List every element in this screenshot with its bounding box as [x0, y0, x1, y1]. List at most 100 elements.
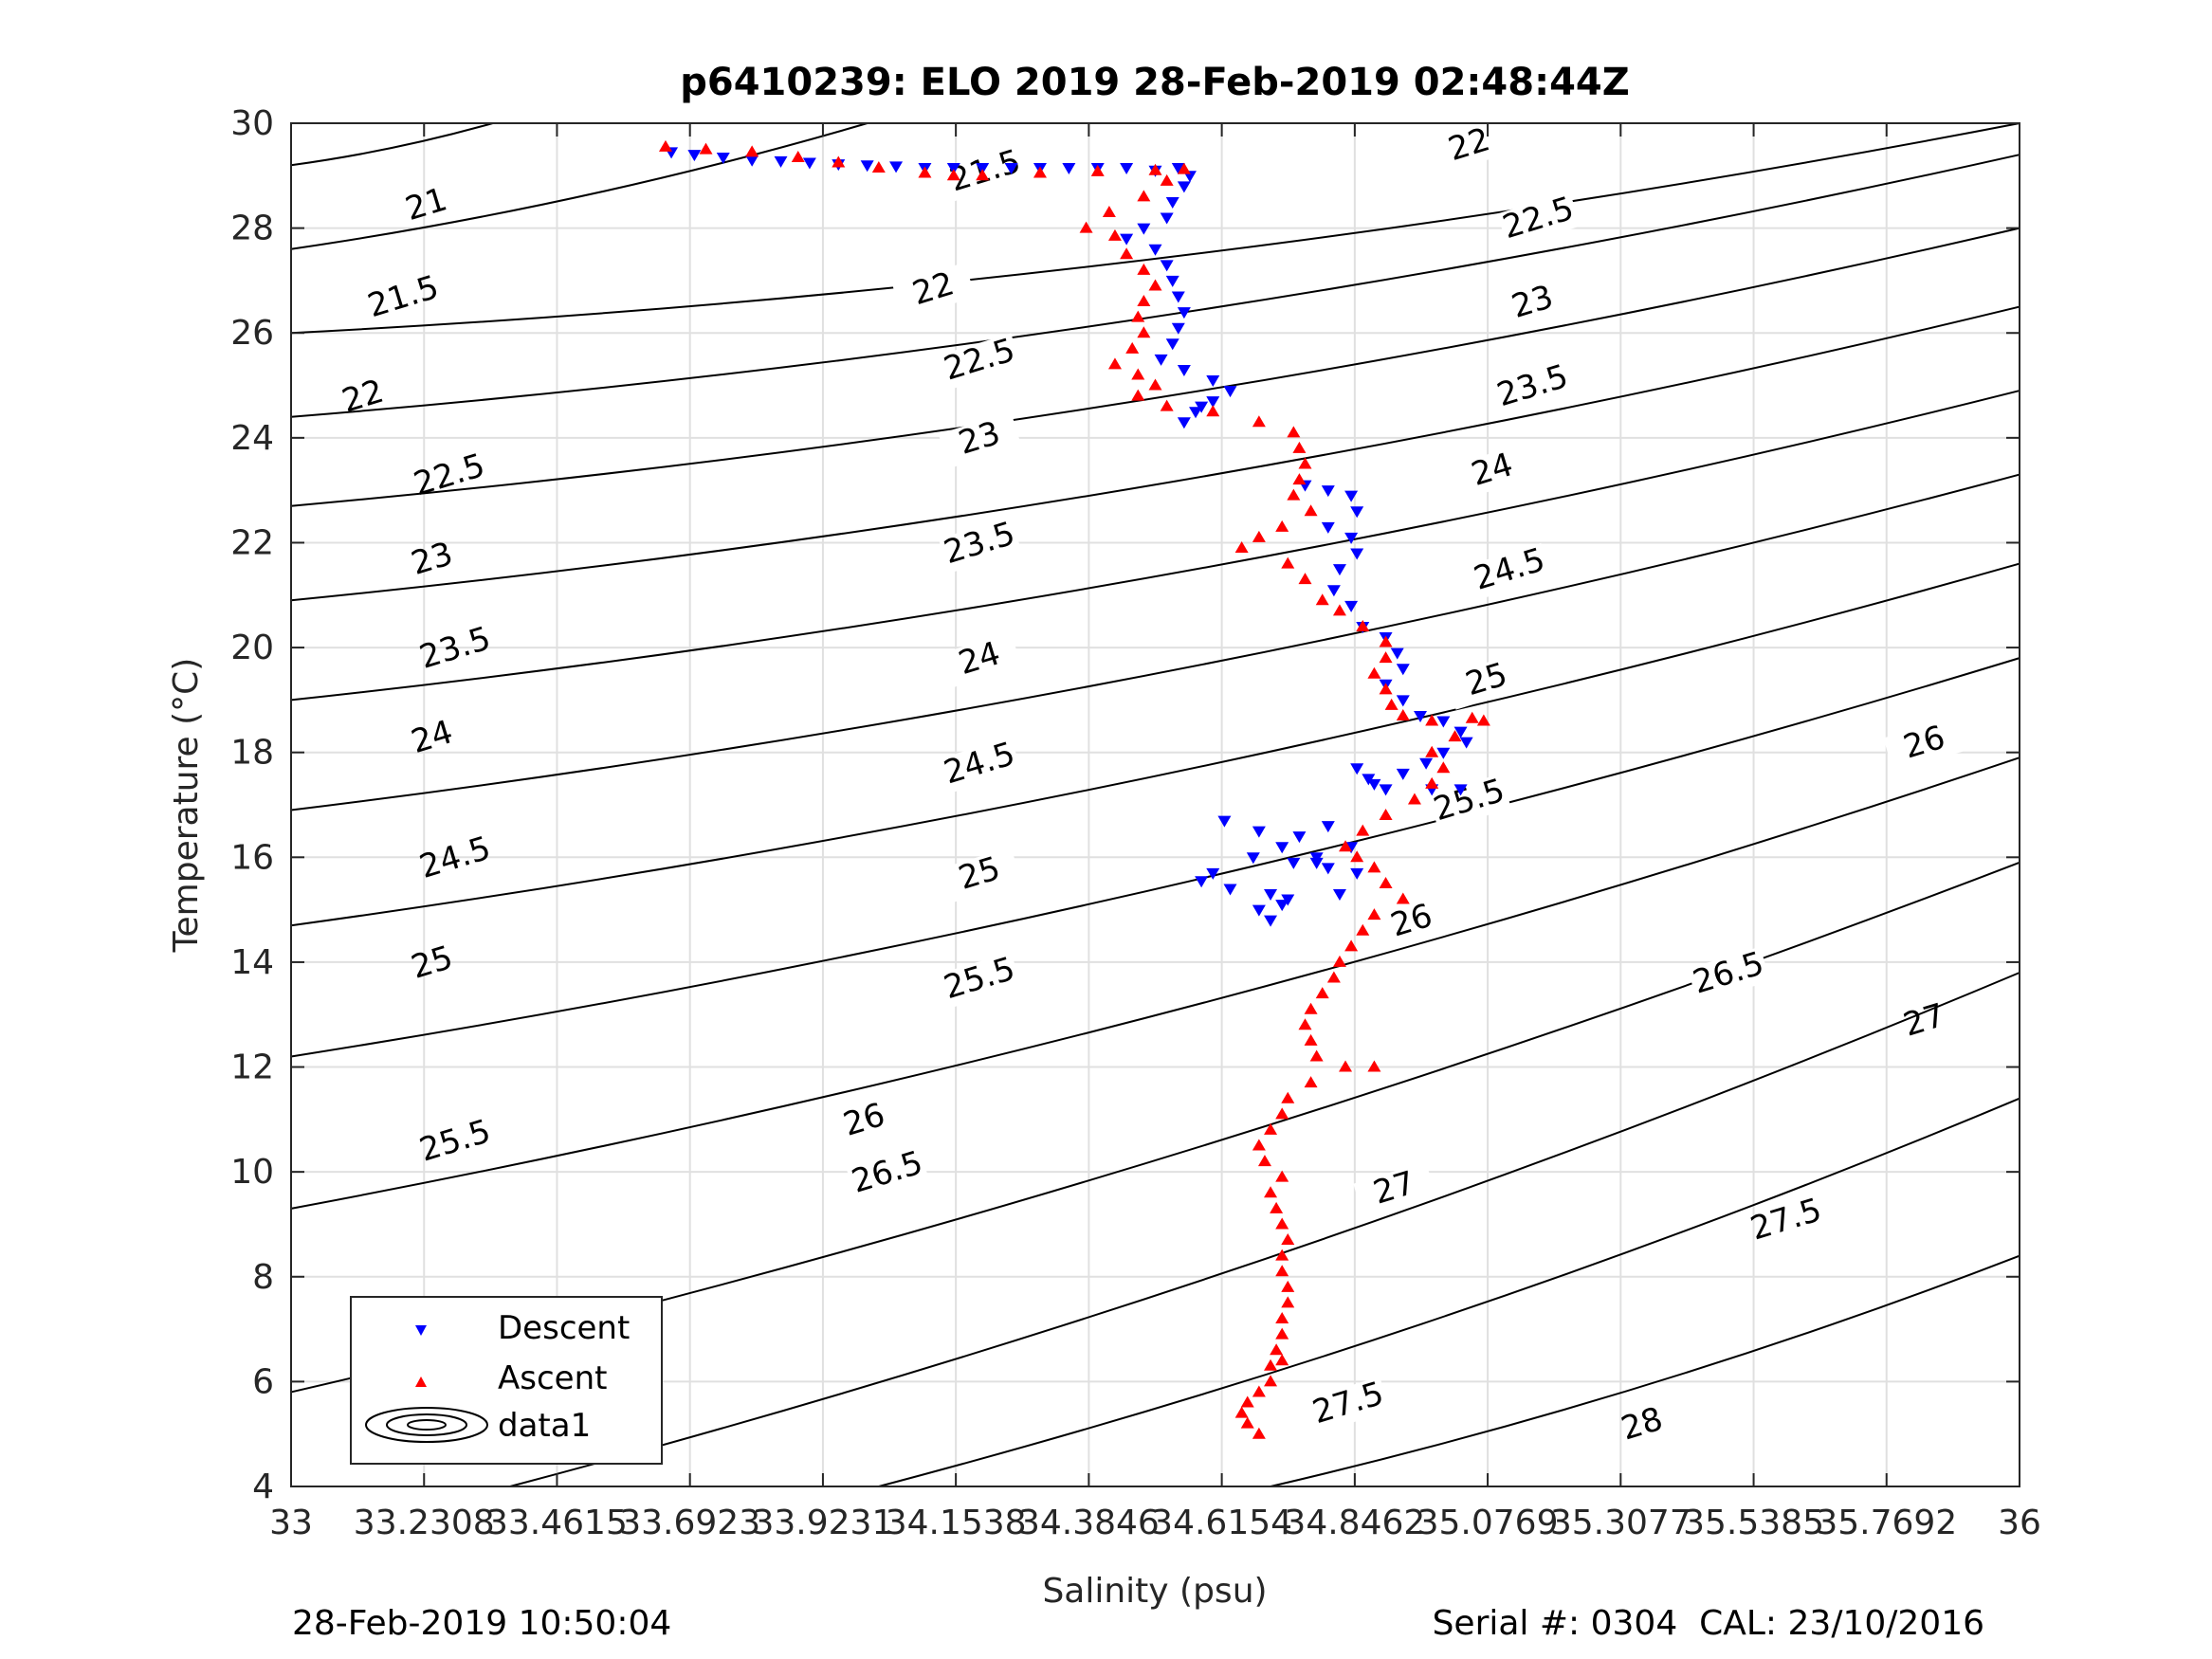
ascent-point — [1304, 1076, 1318, 1088]
y-tick-label: 12 — [230, 1048, 274, 1087]
ascent-point — [1379, 635, 1393, 647]
contour-line-28 — [1270, 1254, 2020, 1487]
ascent-point — [1339, 840, 1353, 852]
ascent-point — [1079, 221, 1093, 233]
contour-label-bg — [1468, 542, 1552, 600]
descent-point — [1321, 821, 1335, 833]
ascent-point — [1090, 164, 1105, 176]
contour-line-25 — [290, 562, 2020, 927]
ascent-point — [1332, 604, 1346, 616]
ascent-point — [1125, 341, 1140, 354]
contour-label-bg — [1491, 275, 1575, 333]
ascent-point — [1292, 473, 1307, 485]
x-tick-label: 33.2308 — [354, 1504, 495, 1542]
ascent-point — [1425, 776, 1439, 789]
x-tick-label: 35.7692 — [1816, 1504, 1957, 1542]
footer-serial-cal: Serial #: 0304 CAL: 23/10/2016 — [1432, 1604, 1984, 1643]
ascent-point — [1356, 619, 1370, 631]
descent-point — [1171, 163, 1185, 175]
descent-point — [1171, 322, 1185, 335]
descent-point — [1171, 291, 1185, 303]
ascent-point — [1033, 166, 1047, 178]
contour-label-bg — [846, 1145, 930, 1203]
contour-label-bg — [1883, 716, 1966, 773]
ascent-point — [1281, 556, 1295, 569]
legend-contour-marker — [365, 1407, 488, 1443]
ascent-point — [1356, 824, 1370, 836]
y-tick-label: 22 — [230, 523, 274, 562]
descent-point — [1189, 407, 1203, 419]
descent-point — [1344, 490, 1359, 502]
descent-point — [976, 163, 990, 175]
y-tick-label: 8 — [252, 1258, 274, 1297]
ascent-point — [1332, 955, 1346, 967]
ascent-point — [1275, 1265, 1289, 1277]
ascent-point — [1270, 1201, 1284, 1213]
ascent-point — [1252, 415, 1266, 428]
descent-point — [1344, 600, 1359, 612]
contour-label-bg — [938, 737, 1022, 794]
ascent-point — [1379, 809, 1393, 821]
ascent-point — [1160, 173, 1174, 186]
descent-point — [1292, 831, 1307, 844]
descent-point — [1390, 647, 1404, 660]
x-tick-label: 34.8462 — [1284, 1504, 1425, 1542]
ascent-point — [1339, 1060, 1353, 1072]
descent-point — [1436, 716, 1451, 728]
descent-point — [860, 160, 874, 173]
descent-point — [1177, 364, 1191, 376]
contour-label-bg — [938, 847, 1022, 904]
descent-point — [802, 157, 816, 170]
x-tick-label: 33 — [269, 1504, 313, 1542]
descent-point — [687, 150, 702, 162]
contour-label-bg — [1428, 774, 1511, 830]
ascent-point — [1148, 279, 1162, 291]
descent-point — [1344, 532, 1359, 544]
footer-timestamp: 28-Feb-2019 10:50:04 — [292, 1604, 672, 1643]
descent-point — [1252, 904, 1266, 917]
ascent-point — [976, 169, 990, 181]
descent-point — [1223, 884, 1237, 896]
descent-point — [1195, 876, 1209, 888]
y-tick-label: 6 — [252, 1362, 274, 1401]
ascent-point — [1396, 892, 1410, 904]
ascent-point — [1367, 908, 1381, 921]
descent-point — [1246, 852, 1260, 865]
ascent-point — [1407, 793, 1421, 805]
descent-point — [1326, 585, 1341, 597]
ascent-point — [1379, 683, 1393, 695]
contour-label-bg — [938, 631, 1022, 689]
contour-label-bg — [1445, 652, 1529, 710]
descent-point — [946, 163, 960, 175]
x-tick-label: 35.5385 — [1683, 1504, 1824, 1542]
grid — [291, 123, 2020, 1486]
contour-label-bg — [1451, 443, 1535, 501]
axes-box — [290, 122, 2020, 1487]
descent-point — [1287, 857, 1301, 869]
descent-point — [889, 161, 904, 173]
contour-label-bg — [1353, 1161, 1436, 1219]
descent-point — [1332, 889, 1346, 902]
ascent-point — [791, 150, 805, 162]
ascent-point — [871, 161, 886, 173]
contour-label-bg — [1497, 191, 1581, 248]
descent-point — [1414, 710, 1428, 722]
ascent-point — [946, 169, 960, 181]
legend-descent-label: Descent — [498, 1309, 630, 1347]
descent-point — [1350, 506, 1364, 519]
ascent-point — [1298, 1018, 1312, 1030]
y-tick-label: 30 — [230, 104, 274, 143]
ascent-point — [1281, 1296, 1295, 1308]
ascent-point — [1287, 488, 1301, 501]
ascent-point — [1160, 399, 1174, 411]
ascent-point — [1304, 504, 1318, 517]
ascent-point — [1448, 730, 1462, 742]
descent-point — [1120, 233, 1134, 246]
descent-point — [1004, 163, 1018, 175]
descent-point — [1165, 338, 1179, 351]
ascent-point — [1436, 761, 1451, 774]
contour-line-25.5 — [290, 657, 2020, 1058]
ascent-point — [1275, 1217, 1289, 1230]
x-tick-label: 35.0769 — [1417, 1504, 1559, 1542]
descent-point — [1177, 417, 1191, 429]
